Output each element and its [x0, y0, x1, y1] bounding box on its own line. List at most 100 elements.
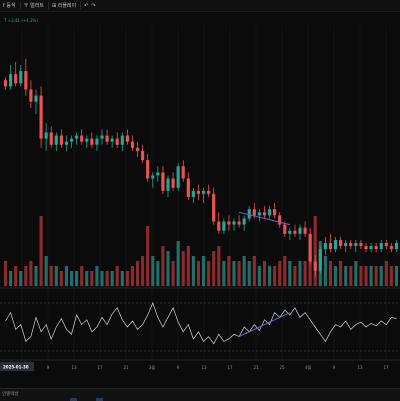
candle-body	[339, 239, 343, 247]
candle-body	[151, 175, 155, 179]
candle-body	[90, 138, 94, 145]
candle-body	[364, 246, 368, 250]
candle-body	[105, 135, 109, 142]
volume-bar	[278, 261, 282, 286]
volume-bar	[181, 251, 185, 286]
volume-bar	[222, 261, 226, 286]
candle-body	[257, 212, 261, 216]
volume-bar	[3, 261, 8, 286]
candle-body	[217, 221, 221, 231]
time-axis-tick-label: 3월	[149, 364, 156, 370]
volume-bar	[95, 266, 99, 286]
toolbar-alert-button[interactable]: 〒 얼러트	[23, 3, 44, 9]
volume-bar	[19, 271, 23, 286]
candle-body	[80, 135, 84, 142]
volume-bar	[64, 266, 69, 286]
candlestick-series	[3, 58, 399, 277]
toolbar-divider	[80, 2, 82, 9]
toolbar-indicator-button[interactable]: f 등식	[3, 3, 16, 9]
candle-body	[171, 178, 175, 188]
candle-body	[354, 243, 358, 247]
volume-bar	[161, 246, 165, 286]
candle-body	[14, 74, 18, 84]
candle-body	[344, 243, 348, 247]
time-axis[interactable]: 9 13 17 21 3월 9 13 17 21 25 4월 9 13 17	[47, 364, 389, 370]
bottom-panel-tab[interactable]: 인텔렉날	[2, 392, 19, 397]
candle-body	[34, 95, 38, 102]
candle-body	[196, 190, 201, 194]
volume-bar	[354, 261, 358, 286]
price-trendline[interactable]	[238, 211, 290, 226]
candle-body	[161, 172, 165, 191]
top-toolbar: f 등식 〒 얼러트 ⊞ 리플레이 ↶ ↷	[0, 0, 400, 12]
bottom-panel-bar: 인텔렉날	[0, 388, 400, 401]
candle-body	[125, 135, 129, 142]
candle-body	[69, 138, 74, 142]
price-chart[interactable]: T +3,41 (+4.3%) 9 13 17 21 3월 9 13 17 21 25 4월 9 13 1…	[0, 11, 400, 388]
volume-bar	[379, 266, 383, 286]
volume-bar	[34, 266, 38, 286]
candle-body	[374, 246, 378, 250]
candle-body	[379, 243, 383, 250]
candle-body	[222, 221, 226, 231]
candle-body	[262, 212, 267, 216]
volume-bar	[75, 271, 79, 286]
time-axis-tick-label: 4월	[305, 364, 312, 370]
candle-body	[293, 230, 297, 234]
volume-bar	[105, 271, 109, 286]
volume-bar	[120, 271, 124, 286]
candle-body	[303, 227, 307, 234]
volume-bar	[166, 251, 170, 286]
volume-bar	[339, 261, 343, 286]
volume-bar	[54, 266, 58, 286]
candle-body	[64, 141, 69, 145]
candle-body	[237, 221, 241, 225]
redo-icon[interactable]: ↷	[91, 2, 96, 9]
candle-body	[95, 138, 99, 145]
volume-bar	[308, 256, 312, 286]
volume-bar	[262, 261, 267, 286]
time-axis-tick-label: 9	[333, 365, 336, 370]
candle-body	[359, 243, 363, 247]
volume-bar	[237, 261, 241, 286]
candle-body	[186, 178, 190, 197]
volume-bar	[85, 271, 89, 286]
volume-bar	[247, 261, 251, 286]
volume-bar	[24, 266, 28, 286]
time-axis-tick-label: 17	[97, 365, 103, 370]
volume-bar	[267, 266, 272, 286]
oscillator-trendline[interactable]	[238, 312, 291, 338]
volume-bar	[14, 266, 18, 286]
time-axis-tick-label: 21	[253, 365, 259, 370]
candle-body	[3, 80, 8, 87]
oscillator-line	[5, 302, 397, 345]
candle-body	[146, 160, 150, 179]
time-axis-tick-label: 13	[71, 365, 77, 370]
volume-bar	[207, 261, 211, 286]
candle-body	[384, 243, 388, 247]
candle-body	[333, 239, 338, 250]
volume-bar	[9, 271, 13, 286]
candle-body	[85, 138, 89, 142]
time-axis-tick-label: 17	[227, 365, 233, 370]
volume-bar	[232, 261, 236, 286]
volume-bar	[146, 226, 150, 286]
time-axis-tick-label: 21	[123, 365, 129, 370]
volume-bar	[242, 256, 246, 286]
candle-body	[207, 190, 211, 194]
volume-bar	[186, 246, 190, 286]
volume-bar	[364, 266, 368, 286]
candle-body	[201, 190, 206, 194]
candle-body	[120, 135, 124, 145]
volume-bar	[349, 266, 353, 286]
undo-icon[interactable]: ↶	[84, 2, 89, 9]
candle-body	[328, 243, 333, 250]
toolbar-replay-button[interactable]: ⊞ 리플레이	[51, 3, 77, 9]
volume-bar	[303, 261, 307, 286]
candle-body	[110, 138, 114, 142]
candle-body	[100, 135, 104, 139]
volume-bar	[273, 266, 277, 286]
volume-bar	[115, 266, 119, 286]
candle-body	[298, 227, 302, 234]
volume-bar	[59, 271, 63, 286]
